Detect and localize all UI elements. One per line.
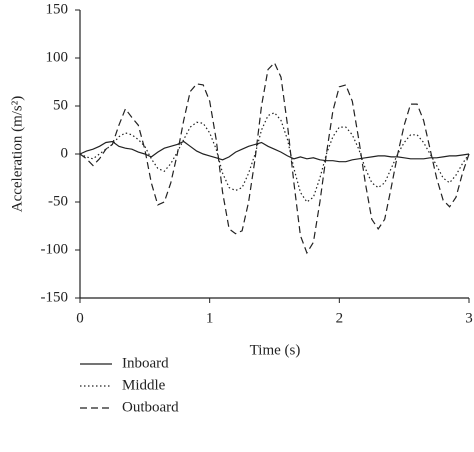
y-tick-label: 50: [53, 97, 68, 113]
y-tick-label: 0: [61, 145, 69, 161]
y-tick-label: -150: [41, 289, 69, 305]
x-tick-label: 3: [465, 310, 473, 326]
y-tick-label: 150: [46, 1, 69, 17]
x-tick-label: 0: [76, 310, 84, 326]
y-tick-label: 100: [46, 49, 69, 65]
legend-label: Outboard: [122, 399, 179, 415]
x-tick-label: 1: [206, 310, 214, 326]
x-tick-label: 2: [336, 310, 344, 326]
y-tick-label: -50: [48, 193, 68, 209]
data-line: [79, 140, 470, 163]
legend-label: Inboard: [122, 355, 169, 371]
x-axis-label: Time (s): [250, 342, 301, 358]
y-tick-label: -100: [41, 241, 69, 257]
data-line: [79, 61, 470, 255]
y-axis-label: Acceleration (m/s²): [9, 96, 25, 213]
legend-label: Middle: [122, 377, 166, 393]
